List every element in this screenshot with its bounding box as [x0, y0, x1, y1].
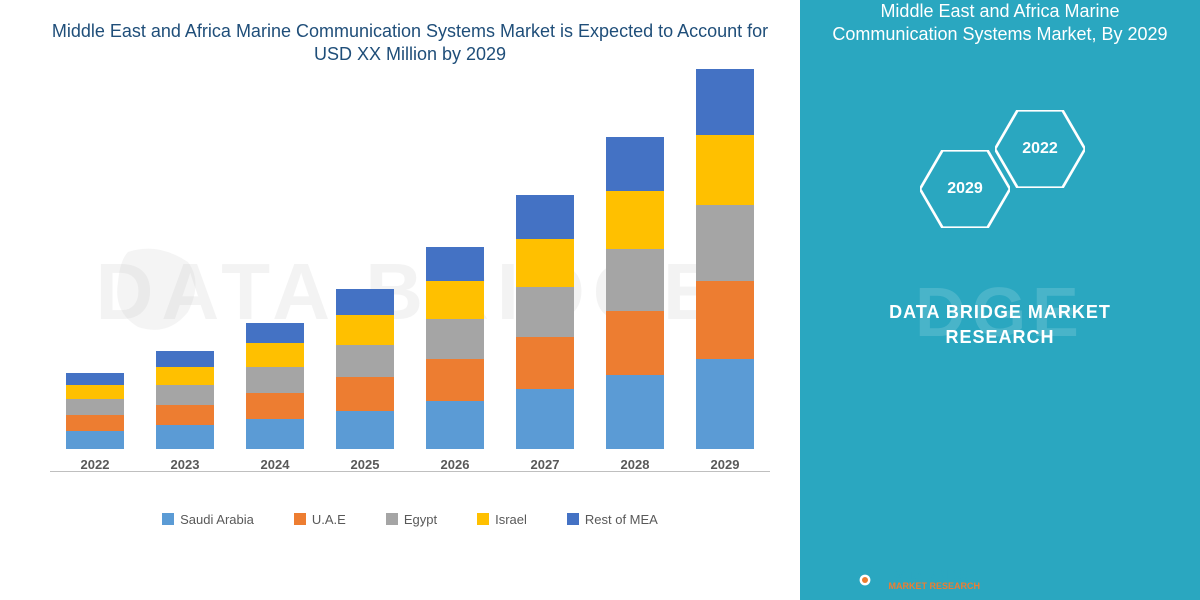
- bar-segment: [336, 315, 394, 345]
- bar-segment: [516, 195, 574, 239]
- bar-segment: [156, 351, 214, 367]
- bar-segment: [606, 137, 664, 191]
- bar-segment: [696, 205, 754, 281]
- x-axis-label: 2026: [441, 457, 470, 472]
- bar-segment: [516, 287, 574, 337]
- bars-container: 2022 2023 2024 2025 2026 2027 2028 2029: [50, 92, 770, 472]
- bar-segment: [156, 367, 214, 385]
- legend-label: Israel: [495, 512, 527, 527]
- bar-segment: [336, 345, 394, 377]
- bar-group: 2023: [156, 351, 214, 472]
- bar-segment: [426, 319, 484, 359]
- bar-segment: [606, 191, 664, 249]
- x-axis-label: 2023: [171, 457, 200, 472]
- root-container: Middle East and Africa Marine Communicat…: [0, 0, 1200, 600]
- bar-segment: [426, 401, 484, 449]
- bar-segment: [66, 385, 124, 399]
- bar-group: 2029: [696, 69, 754, 472]
- bar-segment: [156, 385, 214, 405]
- brand-line2: RESEARCH: [800, 325, 1200, 350]
- bar-segment: [336, 377, 394, 411]
- stacked-bar: [696, 69, 754, 449]
- bar-segment: [156, 405, 214, 425]
- legend-label: Rest of MEA: [585, 512, 658, 527]
- x-axis-label: 2025: [351, 457, 380, 472]
- footer-logo-line2: MARKET RESEARCH: [888, 582, 980, 592]
- legend-swatch: [567, 513, 579, 525]
- legend-label: U.A.E: [312, 512, 346, 527]
- bar-segment: [426, 359, 484, 401]
- legend-label: Egypt: [404, 512, 437, 527]
- bar-group: 2022: [66, 373, 124, 472]
- stacked-bar: [156, 351, 214, 449]
- bar-segment: [66, 415, 124, 431]
- legend-swatch: [477, 513, 489, 525]
- bar-segment: [336, 289, 394, 315]
- legend-item: Saudi Arabia: [162, 512, 254, 527]
- bar-segment: [156, 425, 214, 449]
- bar-segment: [426, 281, 484, 319]
- bar-segment: [516, 239, 574, 287]
- bar-segment: [516, 337, 574, 389]
- bar-segment: [66, 399, 124, 415]
- bar-segment: [696, 359, 754, 449]
- footer-logo-line1: DATA BRIDGE: [888, 568, 980, 582]
- chart-panel: Middle East and Africa Marine Communicat…: [0, 0, 800, 600]
- x-axis-label: 2029: [711, 457, 740, 472]
- bar-segment: [246, 367, 304, 393]
- bar-segment: [426, 247, 484, 281]
- legend-item: Israel: [477, 512, 527, 527]
- stacked-bar: [606, 137, 664, 449]
- bar-segment: [696, 281, 754, 359]
- x-axis-label: 2022: [81, 457, 110, 472]
- bar-segment: [246, 393, 304, 419]
- bar-segment: [246, 419, 304, 449]
- bar-segment: [606, 249, 664, 311]
- bar-segment: [246, 323, 304, 343]
- bar-group: 2027: [516, 195, 574, 472]
- legend-label: Saudi Arabia: [180, 512, 254, 527]
- hexagon-group: 2029 2022: [900, 100, 1100, 260]
- x-axis-label: 2027: [531, 457, 560, 472]
- stacked-bar: [516, 195, 574, 449]
- legend-item: U.A.E: [294, 512, 346, 527]
- bar-segment: [696, 69, 754, 135]
- bar-group: 2024: [246, 323, 304, 472]
- bar-segment: [606, 311, 664, 375]
- bar-segment: [66, 373, 124, 385]
- bar-group: 2028: [606, 137, 664, 472]
- hexagon-2029-label: 2029: [947, 180, 983, 198]
- bar-segment: [66, 431, 124, 449]
- right-panel: Middle East and Africa Marine Communicat…: [800, 0, 1200, 600]
- stacked-bar: [246, 323, 304, 449]
- hexagon-2022-label: 2022: [1022, 140, 1058, 158]
- x-axis-label: 2028: [621, 457, 650, 472]
- bar-segment: [336, 411, 394, 449]
- chart-legend: Saudi Arabia U.A.E Egypt Israel Rest of MEA: [40, 512, 780, 527]
- legend-swatch: [162, 513, 174, 525]
- bar-group: 2025: [336, 289, 394, 472]
- chart-title: Middle East and Africa Marine Communicat…: [40, 20, 780, 67]
- bar-segment: [696, 135, 754, 205]
- footer-logo-icon: [850, 565, 880, 595]
- bar-segment: [516, 389, 574, 449]
- bar-segment: [606, 375, 664, 449]
- x-axis-label: 2024: [261, 457, 290, 472]
- footer-logo: DATA BRIDGE MARKET RESEARCH: [850, 565, 980, 595]
- legend-item: Egypt: [386, 512, 437, 527]
- brand-text: DATA BRIDGE MARKET RESEARCH: [800, 300, 1200, 350]
- chart-plot-area: DATA BRIDGE 2022202320242025202620272028…: [50, 82, 770, 502]
- bar-group: 2026: [426, 247, 484, 472]
- stacked-bar: [426, 247, 484, 449]
- brand-line1: DATA BRIDGE MARKET: [800, 300, 1200, 325]
- right-panel-title: Middle East and Africa Marine Communicat…: [830, 0, 1170, 47]
- hexagon-2022: 2022: [995, 110, 1085, 188]
- stacked-bar: [336, 289, 394, 449]
- footer-logo-text: DATA BRIDGE MARKET RESEARCH: [888, 568, 980, 592]
- stacked-bar: [66, 373, 124, 449]
- bar-segment: [246, 343, 304, 367]
- legend-swatch: [386, 513, 398, 525]
- legend-item: Rest of MEA: [567, 512, 658, 527]
- legend-swatch: [294, 513, 306, 525]
